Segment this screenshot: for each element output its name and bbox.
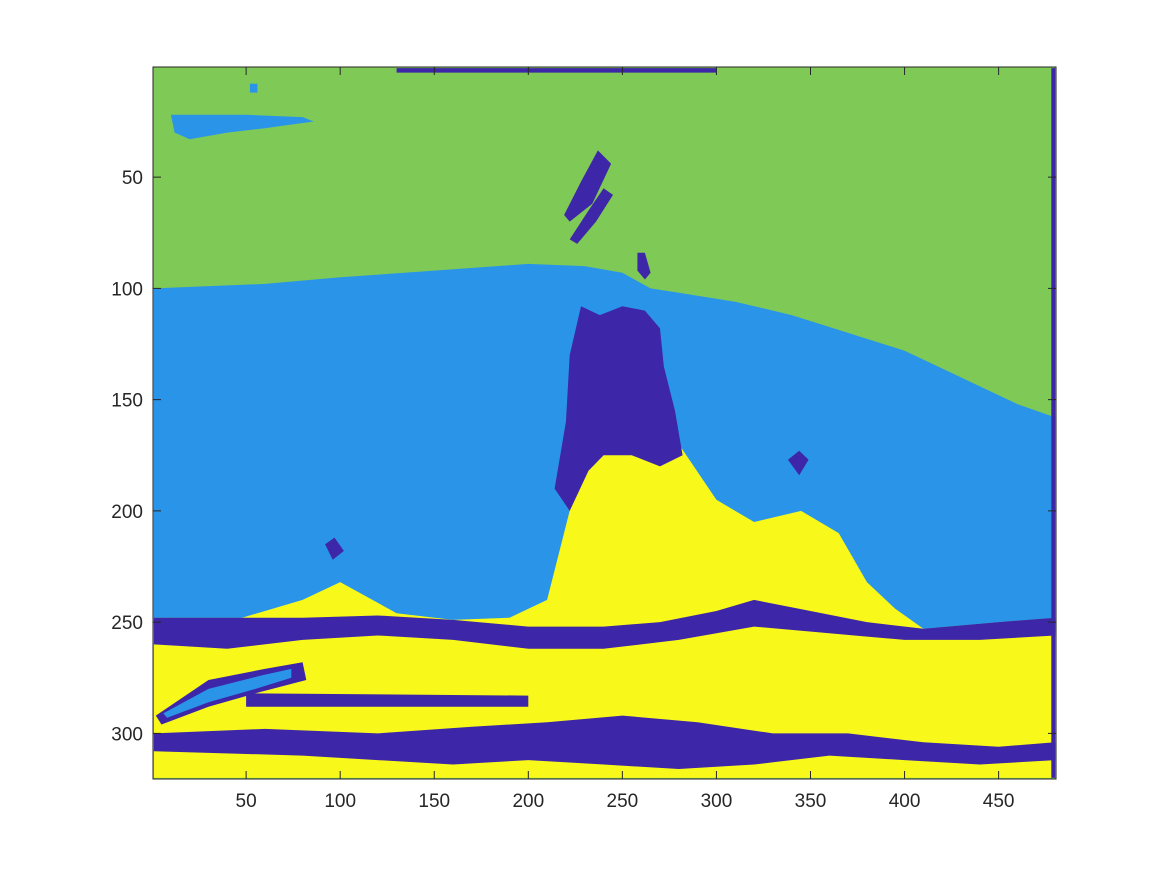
region-shore-band bbox=[153, 599, 1056, 649]
region-spire-streak-1 bbox=[564, 150, 612, 222]
y-tick-label: 300 bbox=[111, 724, 143, 745]
x-axis: 50 100 150 200 250 300 350 400 450 bbox=[236, 67, 1015, 812]
class-regions bbox=[153, 68, 1056, 778]
x-tick-label: 200 bbox=[512, 791, 544, 812]
region-sky-streak bbox=[170, 114, 314, 140]
plot-area bbox=[152, 66, 1057, 780]
region-mid-dark-band bbox=[246, 693, 529, 707]
region-right-peak bbox=[787, 450, 809, 476]
x-tick-label: 350 bbox=[795, 791, 827, 812]
x-tick-label: 400 bbox=[889, 791, 921, 812]
x-tick-label: 50 bbox=[236, 791, 257, 812]
region-rock-face bbox=[554, 306, 683, 511]
region-right-edge-strip bbox=[1051, 68, 1056, 778]
y-axis: 50 100 150 200 250 300 bbox=[111, 168, 1056, 745]
region-ground bbox=[153, 439, 1056, 778]
x-tick-label: 300 bbox=[701, 791, 733, 812]
x-tick-label: 150 bbox=[418, 791, 450, 812]
region-base-shadow bbox=[153, 715, 1056, 769]
y-tick-label: 100 bbox=[111, 279, 143, 300]
x-tick-label: 100 bbox=[324, 791, 356, 812]
region-left-peak bbox=[325, 537, 344, 560]
region-sky-dot bbox=[249, 83, 258, 93]
x-tick-label: 250 bbox=[607, 791, 639, 812]
region-spire-streak-2 bbox=[569, 188, 613, 244]
y-tick-label: 250 bbox=[111, 613, 143, 634]
y-tick-label: 200 bbox=[111, 502, 143, 523]
region-spire-streak-3 bbox=[637, 252, 651, 280]
x-tick-label: 450 bbox=[983, 791, 1015, 812]
y-tick-label: 150 bbox=[111, 391, 143, 412]
region-sky bbox=[153, 68, 1056, 418]
axes-box bbox=[152, 66, 1057, 780]
region-top-strip bbox=[396, 68, 717, 73]
region-left-streak-core bbox=[163, 668, 292, 718]
y-tick-label: 50 bbox=[122, 168, 143, 189]
